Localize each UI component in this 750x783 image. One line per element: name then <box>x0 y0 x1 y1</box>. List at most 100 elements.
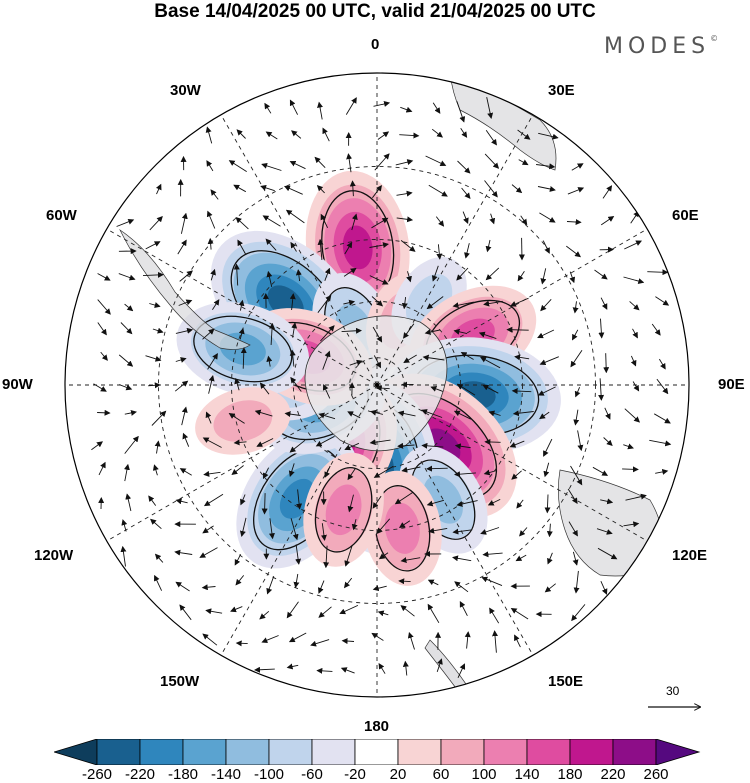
wind-vector <box>542 240 550 254</box>
wind-vector <box>373 465 394 478</box>
wind-vector <box>152 464 159 476</box>
wind-vector <box>347 494 354 513</box>
wind-vector <box>427 579 439 586</box>
wind-vector <box>566 245 581 258</box>
wind-vector <box>283 185 303 195</box>
wind-vector <box>288 463 295 477</box>
wind-vector <box>240 347 247 369</box>
wind-vector <box>310 639 330 647</box>
wind-vector <box>538 132 559 140</box>
wind-vector <box>324 267 331 281</box>
wind-vector <box>316 184 325 194</box>
wind-vector <box>489 607 500 624</box>
wind-vector <box>604 407 611 420</box>
wind-vector <box>482 551 503 558</box>
wind-vector <box>403 323 415 339</box>
polar-map <box>64 72 690 698</box>
wind-vector <box>514 634 521 648</box>
colorbar-tick-label: 20 <box>389 766 407 783</box>
colorbar-swatch <box>182 739 227 765</box>
wind-vector <box>454 443 471 450</box>
wind-vector <box>98 461 106 476</box>
wind-vector <box>118 384 133 391</box>
wind-vector <box>341 327 362 334</box>
wind-vector <box>238 327 245 340</box>
wind-vector <box>202 633 218 646</box>
wind-vector <box>570 465 583 486</box>
colorbar-tick-label: -100 <box>253 766 285 783</box>
wind-vector <box>377 131 390 140</box>
wind-vector <box>484 438 501 445</box>
wind-vector <box>371 632 384 641</box>
wind-vector <box>286 663 299 670</box>
wind-vector <box>603 437 613 446</box>
colorbar-swatch <box>655 739 701 765</box>
wind-vector <box>572 551 579 566</box>
wind-vector <box>401 466 421 473</box>
wind-vector <box>324 465 331 478</box>
wind-vector <box>323 545 330 569</box>
wind-vector <box>457 663 466 678</box>
wind-vector <box>483 469 498 476</box>
wind-vector <box>152 327 164 334</box>
wind-vector <box>266 575 275 595</box>
wind-vector <box>603 353 610 374</box>
wind-vector <box>484 153 500 169</box>
wind-vector <box>351 519 358 531</box>
colorbar-tick-label: -220 <box>124 766 156 783</box>
wind-vector <box>459 601 468 617</box>
wind-vector <box>291 130 302 139</box>
wind-vector <box>97 299 111 315</box>
wind-vector <box>343 299 356 306</box>
wind-vector <box>520 215 528 226</box>
wind-vector <box>406 271 412 283</box>
reference-vector-arrow <box>648 700 706 714</box>
wind-vector <box>655 468 669 475</box>
wind-vector <box>567 187 585 195</box>
wind-vector <box>569 271 576 284</box>
wind-vector <box>175 357 187 363</box>
colorbar-tick-label: -180 <box>167 766 199 783</box>
wind-vector <box>486 97 494 119</box>
wind-vector <box>399 132 420 139</box>
wind-vector <box>202 328 215 340</box>
wind-vector <box>428 184 448 197</box>
wind-vector <box>239 517 247 537</box>
wind-vector <box>205 608 223 615</box>
wind-vector <box>373 355 381 369</box>
wind-vector <box>178 299 193 306</box>
wind-vector <box>261 162 282 171</box>
wind-vector <box>151 410 167 426</box>
wind-vector <box>600 498 614 505</box>
wind-vector <box>369 242 389 249</box>
wind-vector <box>266 355 273 367</box>
wind-vector <box>511 388 532 395</box>
wind-vector <box>260 184 275 192</box>
wind-vector <box>124 463 130 482</box>
wind-vector <box>402 660 409 676</box>
wind-vector <box>400 557 421 564</box>
wind-vector <box>540 268 547 285</box>
colorbar-swatch <box>569 739 614 765</box>
wind-vector <box>347 468 356 481</box>
wind-vector <box>572 329 579 341</box>
meridian-line <box>376 228 648 386</box>
wind-vector <box>286 601 299 619</box>
wind-vector <box>210 268 216 281</box>
wind-vector <box>154 440 161 454</box>
wind-vector <box>208 375 215 394</box>
wind-vector <box>93 383 107 392</box>
wind-vector <box>318 606 332 618</box>
wind-vector <box>600 297 608 310</box>
wind-vector <box>623 521 640 528</box>
wind-vector <box>436 244 443 260</box>
wind-vector <box>403 354 417 364</box>
colorbar <box>54 739 701 765</box>
wind-vector <box>623 443 634 450</box>
wind-vector <box>256 438 274 447</box>
wind-vector <box>290 241 297 252</box>
wind-vector <box>421 409 443 418</box>
wind-vector <box>228 413 245 424</box>
wind-vector <box>341 638 355 645</box>
colorbar-tick-label: -60 <box>301 766 323 783</box>
